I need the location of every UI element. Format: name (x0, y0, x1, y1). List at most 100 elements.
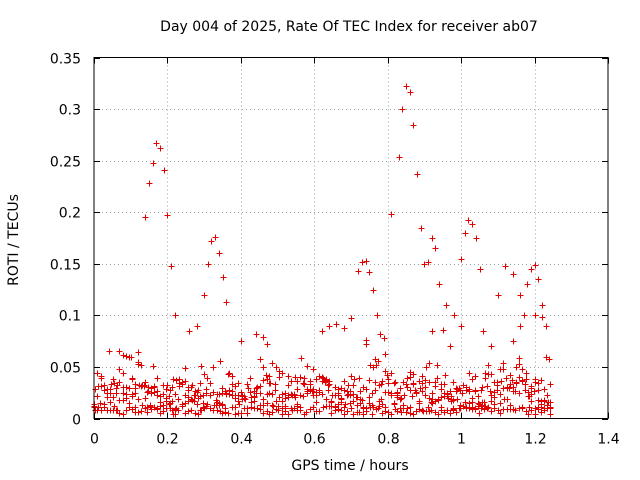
data-point (179, 401, 186, 408)
data-point (538, 401, 545, 408)
data-point (523, 376, 530, 383)
data-point (126, 385, 133, 392)
data-point (142, 379, 149, 386)
data-point (497, 410, 504, 417)
y-tick-label: 0 (72, 413, 81, 429)
data-point (142, 395, 149, 402)
data-point (447, 388, 454, 395)
data-point (434, 362, 441, 369)
data-point (516, 361, 523, 368)
data-point (369, 390, 376, 397)
data-point (517, 323, 524, 330)
data-point (297, 392, 304, 399)
data-point (168, 263, 175, 270)
data-point (163, 386, 170, 393)
data-point (120, 390, 127, 397)
data-point (104, 394, 111, 401)
data-point (120, 411, 127, 418)
data-point (132, 381, 139, 388)
data-point (510, 338, 517, 345)
data-point (288, 378, 295, 385)
data-point (400, 402, 407, 409)
data-point (251, 394, 258, 401)
data-point (266, 373, 273, 380)
data-point (532, 312, 539, 319)
data-point (232, 411, 239, 418)
data-point (360, 404, 367, 411)
data-point (285, 382, 292, 389)
data-point (300, 393, 307, 400)
data-point (366, 394, 373, 401)
data-point (403, 409, 410, 416)
data-point (375, 405, 382, 412)
data-point (348, 315, 355, 322)
data-point (388, 211, 395, 218)
plot-frame (93, 57, 609, 419)
data-point (120, 370, 127, 377)
data-point (528, 398, 535, 405)
data-point (319, 328, 326, 335)
data-point (394, 390, 401, 397)
data-point (279, 391, 286, 398)
data-point (123, 395, 130, 402)
data-point (513, 379, 520, 386)
data-point (135, 396, 142, 403)
data-point (313, 399, 320, 406)
data-point (458, 256, 465, 263)
axis-ticks: 0 0.2 0.4 0.6 0.8 1 1.2 1.4 0 0.05 0.1 0.15 0.2 0.25 0… (50, 52, 620, 448)
data-point (292, 394, 299, 401)
data-point (519, 366, 526, 373)
data-point (320, 404, 327, 411)
data-point (225, 371, 232, 378)
data-point (107, 386, 114, 393)
data-point (535, 276, 542, 283)
data-point (244, 381, 251, 388)
data-point (435, 411, 442, 418)
data-point (150, 363, 157, 370)
data-point (166, 393, 173, 400)
data-point (101, 382, 108, 389)
data-point (481, 399, 488, 406)
data-point (238, 389, 245, 396)
data-point (116, 348, 123, 355)
data-point (480, 328, 487, 335)
data-point (523, 370, 530, 377)
data-point (462, 230, 469, 237)
data-point (254, 405, 261, 412)
data-point (235, 380, 242, 387)
data-point (110, 394, 117, 401)
data-point (132, 404, 139, 411)
data-point (428, 407, 435, 414)
data-point (204, 401, 211, 408)
data-point (506, 385, 513, 392)
data-point (316, 373, 323, 380)
data-point (313, 376, 320, 383)
x-axis-label: GPS time / hours (291, 458, 408, 474)
y-tick-label: 0.1 (59, 309, 81, 325)
data-point (341, 404, 348, 411)
data-point (238, 410, 245, 417)
data-point (450, 397, 457, 404)
data-point (328, 410, 335, 417)
data-point (462, 399, 469, 406)
data-point (403, 83, 410, 90)
data-point (123, 384, 130, 391)
data-point (517, 292, 524, 299)
data-point (263, 372, 270, 379)
x-tick-label: 1.2 (524, 432, 546, 448)
data-point (307, 378, 314, 385)
data-point (294, 386, 301, 393)
data-point (384, 372, 391, 379)
data-point (528, 391, 535, 398)
data-point (491, 401, 498, 408)
data-point (220, 274, 227, 281)
data-point (238, 338, 245, 345)
y-tick-label: 0.3 (59, 103, 81, 119)
data-point (359, 259, 366, 266)
data-point (397, 396, 404, 403)
data-point (319, 391, 326, 398)
data-point (478, 405, 485, 412)
data-point (477, 266, 484, 273)
data-point (348, 405, 355, 412)
